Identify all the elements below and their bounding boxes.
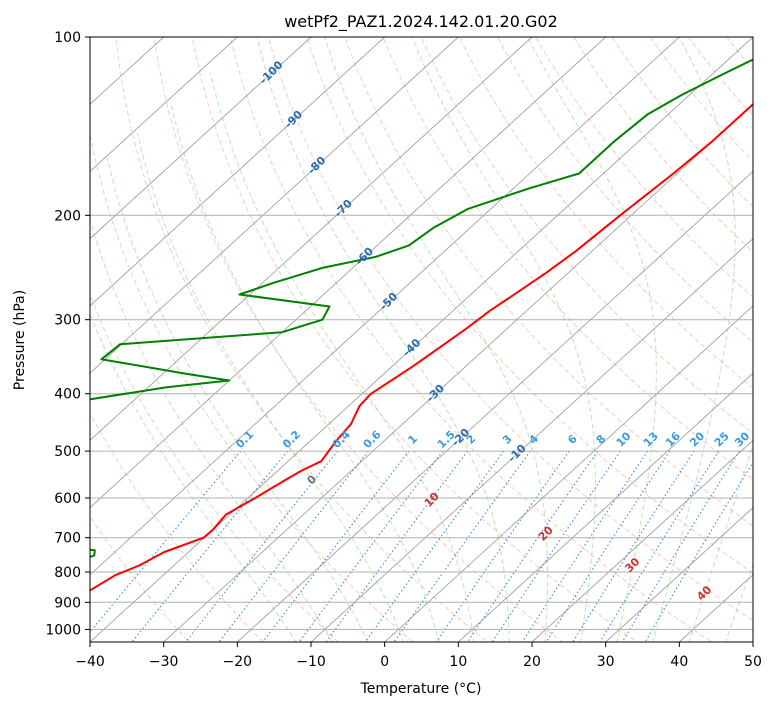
y-tick-label: 1000 (45, 622, 81, 638)
x-tick-label: 0 (380, 654, 389, 670)
y-axis-label: Pressure (hPa) (12, 290, 28, 390)
isotherm-line (90, 37, 680, 576)
dry-adiabat-line (153, 37, 564, 642)
mixing-ratio-line (545, 450, 671, 642)
moist-adiabat-line (106, 157, 369, 642)
isotherm-line (384, 305, 753, 642)
y-tick-label: 300 (54, 313, 81, 329)
isotherm-line (236, 170, 753, 642)
isotherm-line (90, 37, 607, 509)
isotherm-line (90, 37, 238, 173)
moist-adiabat-line (256, 37, 510, 642)
mixing-ratio-line (298, 450, 444, 642)
dry-adiabat-line (420, 37, 753, 435)
moist-adiabat-line (136, 132, 404, 642)
dry-adiabat-line (229, 37, 713, 642)
mixing-ratio-line (621, 450, 740, 642)
chart-title: wetPf2_PAZ1.2024.142.01.20.G02 (284, 12, 558, 32)
moist-adiabat-line (90, 217, 333, 642)
isotherm-line (457, 372, 753, 642)
plot-frame (89, 36, 754, 643)
mixing-ratio-line (218, 450, 369, 642)
temperature-profile-line (90, 102, 753, 592)
x-tick-label: 40 (670, 654, 688, 670)
x-tick-label: 20 (523, 654, 541, 670)
isotherm-line (90, 37, 753, 642)
isotherm-line (90, 37, 533, 441)
x-tick-label: −30 (149, 654, 179, 670)
y-tick-label: 900 (54, 595, 81, 611)
mixing-ratio-line (90, 450, 242, 633)
y-tick-label: 500 (54, 444, 81, 460)
isotherm-line (90, 37, 312, 240)
y-tick-label: 200 (54, 208, 81, 224)
dry-adiabat-line (306, 37, 753, 574)
mixing-ratio-line (393, 450, 531, 642)
x-tick-label: −20 (223, 654, 253, 670)
dry-adiabat-line (191, 37, 638, 642)
x-axis-label: Temperature (°C) (360, 681, 482, 697)
y-tick-label: 800 (54, 565, 81, 581)
mixing-ratio-line (572, 450, 695, 642)
y-tick-label: 600 (54, 491, 81, 507)
x-tick-label: −40 (75, 654, 105, 670)
y-tick-label: 100 (54, 30, 81, 46)
isotherm-line (310, 238, 753, 642)
moist-adiabat-line (688, 444, 753, 642)
moist-adiabat-line (527, 37, 657, 642)
isotherm-line (90, 37, 459, 374)
moist-adiabat-line (324, 37, 549, 642)
x-tick-label: 30 (597, 654, 615, 670)
dry-adiabat-line (90, 293, 339, 642)
isotherm-line (605, 506, 753, 642)
mixing-ratio-line (185, 450, 339, 642)
moist-adiabat-line (725, 563, 753, 642)
mixing-ratio-line (491, 450, 621, 642)
dry-adiabat-line (90, 412, 265, 642)
isotherm-line (90, 37, 386, 307)
x-tick-label: 10 (449, 654, 467, 670)
dewpoint-profile-line (90, 58, 753, 558)
x-tick-label: 50 (744, 654, 762, 670)
x-tick-label: −10 (296, 654, 326, 670)
dry-adiabat-line (115, 37, 489, 642)
dry-adiabat-line (344, 37, 753, 527)
mixing-ratio-line (599, 450, 720, 642)
dry-adiabat-line (382, 37, 753, 481)
dry-adiabat-line (458, 37, 753, 389)
moist-adiabat-line (652, 37, 736, 642)
y-tick-label: 400 (54, 387, 81, 403)
mixing-ratio-line (521, 450, 649, 642)
y-tick-label: 700 (54, 531, 81, 547)
isotherm-line (531, 439, 753, 642)
